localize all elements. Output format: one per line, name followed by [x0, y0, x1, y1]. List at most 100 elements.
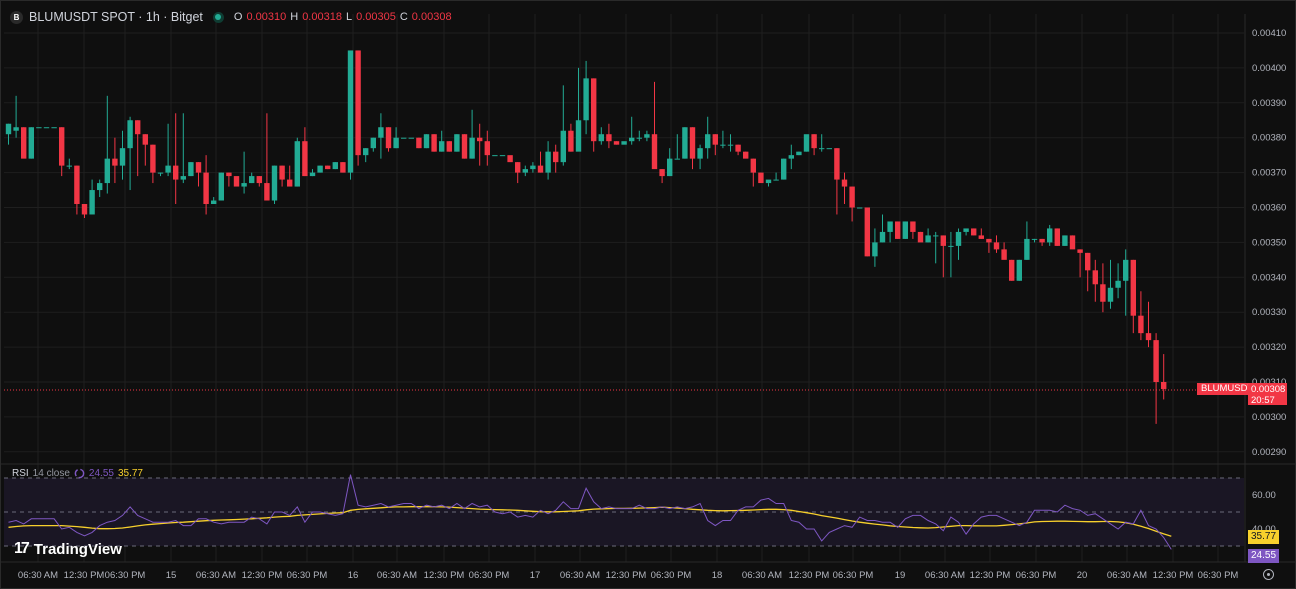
- bar-countdown: 20:57: [1251, 395, 1275, 406]
- high-key: H: [290, 11, 299, 23]
- candle: [1123, 259, 1129, 281]
- tradingview-logo[interactable]: 17 TradingView: [14, 540, 122, 558]
- candle: [21, 127, 27, 159]
- candle: [309, 172, 316, 177]
- candle: [150, 144, 156, 173]
- time-axis-label: 06:30 PM: [469, 570, 510, 581]
- candle: [431, 134, 437, 152]
- candle: [895, 221, 901, 239]
- time-axis-label: 17: [530, 570, 541, 581]
- candle: [606, 134, 612, 142]
- time-axis-label: 06:30 AM: [742, 570, 782, 581]
- candle: [1054, 228, 1060, 246]
- candle: [712, 134, 718, 145]
- candle: [302, 141, 308, 177]
- time-axis-label: 06:30 AM: [196, 570, 236, 581]
- candle: [355, 50, 361, 156]
- candle: [545, 151, 551, 173]
- market-status-icon: [212, 11, 224, 23]
- candle: [363, 148, 369, 156]
- candle: [735, 144, 741, 152]
- candle: [89, 190, 95, 215]
- candle: [1009, 259, 1015, 281]
- candle: [469, 137, 475, 159]
- candle: [879, 231, 886, 243]
- candle: [1016, 259, 1022, 281]
- candle: [902, 221, 908, 239]
- price-axis-label: 0.00340: [1252, 272, 1286, 283]
- candle: [705, 134, 711, 149]
- bitget-logo-icon: B: [10, 10, 23, 24]
- rsi-value: 24.55: [88, 468, 114, 479]
- rsi-legend[interactable]: RSI 14 close 24.55 35.77: [12, 468, 143, 479]
- candle: [180, 176, 186, 180]
- candle: [477, 137, 483, 142]
- candle: [1115, 280, 1121, 288]
- candle: [249, 176, 255, 184]
- candle: [97, 183, 103, 191]
- candle: [788, 155, 794, 159]
- candle: [408, 137, 414, 139]
- time-axis-label: 12:30 PM: [970, 570, 1011, 581]
- candle: [530, 165, 536, 170]
- candle: [773, 179, 779, 181]
- candle: [461, 134, 468, 159]
- candle: [887, 221, 893, 232]
- candle: [264, 183, 270, 201]
- candle: [340, 162, 346, 173]
- time-axis-label: 06:30 PM: [1016, 570, 1057, 581]
- candle: [689, 127, 696, 159]
- candle: [537, 165, 544, 173]
- candle: [720, 144, 726, 146]
- tradingview-logo-text: TradingView: [33, 540, 122, 558]
- candle: [165, 165, 171, 173]
- time-axis-label: 06:30 AM: [560, 570, 600, 581]
- candle: [1085, 252, 1091, 271]
- time-axis-label: 12:30 PM: [1153, 570, 1194, 581]
- candle: [203, 172, 209, 205]
- candle: [750, 158, 756, 173]
- time-axis-label: 12:30 PM: [64, 570, 105, 581]
- candle: [765, 179, 772, 184]
- candle: [621, 141, 627, 145]
- candle: [743, 151, 749, 159]
- candle: [515, 162, 521, 173]
- candle: [484, 141, 490, 156]
- candle: [385, 127, 392, 149]
- time-axis-label: 12:30 PM: [242, 570, 283, 581]
- candle: [727, 144, 734, 146]
- candle: [598, 134, 604, 142]
- price-axis-label: 0.00320: [1252, 342, 1286, 353]
- open-key: O: [233, 11, 243, 23]
- candle: [279, 165, 285, 180]
- settings-icon[interactable]: [1263, 569, 1274, 580]
- price-axis-label: 0.00350: [1252, 237, 1286, 248]
- candle: [325, 165, 331, 170]
- rsi-ma-tag: 35.77: [1248, 530, 1280, 544]
- candle: [112, 158, 118, 166]
- candle: [864, 207, 870, 257]
- candle: [173, 165, 179, 180]
- price-axis-label: 0.00310: [1252, 377, 1286, 388]
- candle: [659, 169, 665, 177]
- price-axis-label: 0.00300: [1252, 412, 1286, 423]
- candle: [857, 207, 863, 209]
- price-axis-label: 0.00400: [1252, 63, 1286, 74]
- time-axis-label: 12:30 PM: [424, 570, 465, 581]
- candle: [271, 165, 278, 201]
- candle: [1161, 382, 1167, 389]
- candle: [993, 242, 1000, 250]
- price-axis-label: 0.00360: [1252, 203, 1286, 214]
- candle: [51, 127, 57, 129]
- candle: [241, 183, 247, 187]
- candle: [5, 123, 12, 135]
- candle: [697, 148, 703, 159]
- candle: [393, 137, 399, 149]
- candle: [917, 231, 924, 243]
- candle: [591, 78, 597, 142]
- candle: [629, 137, 635, 142]
- symbol-title[interactable]: BLUMUSDT SPOT · 1h · Bitget: [29, 10, 203, 24]
- candle: [613, 141, 620, 145]
- rsi-params: 14 close: [32, 468, 70, 479]
